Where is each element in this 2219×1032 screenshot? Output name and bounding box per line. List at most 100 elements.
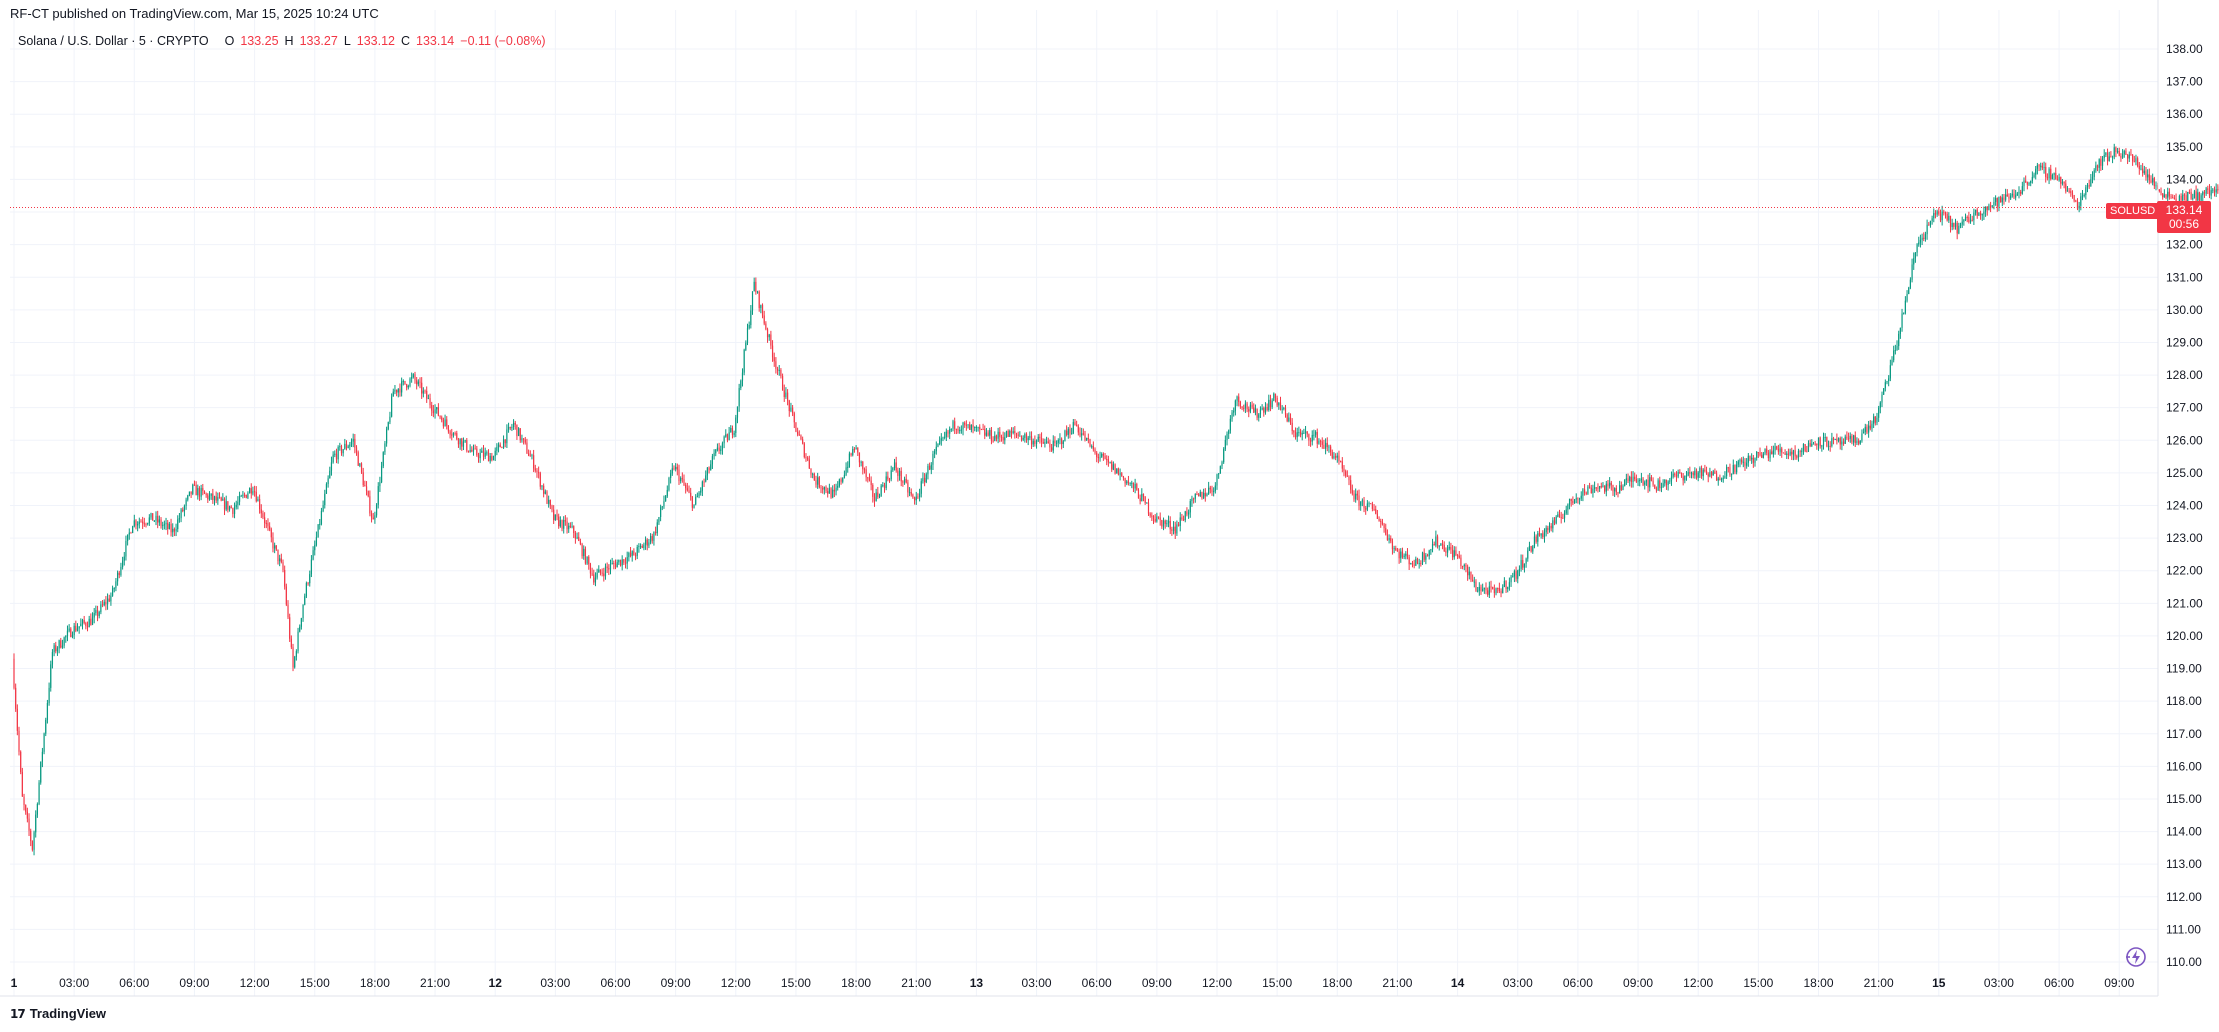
candle-body xyxy=(2108,156,2110,161)
symbol-name[interactable]: Solana / U.S. Dollar · 5 · CRYPTO xyxy=(18,34,209,48)
candle-body xyxy=(1477,590,1479,592)
candle-body xyxy=(1475,581,1477,591)
candle-body xyxy=(588,556,590,565)
candle-body xyxy=(1958,225,1960,234)
candle-body xyxy=(2203,192,2206,194)
candle-body xyxy=(1455,550,1457,556)
candle-body xyxy=(1527,550,1529,559)
candle-body xyxy=(1316,432,1318,444)
candle-body xyxy=(1622,485,1624,490)
price-axis[interactable]: 110.00 111.00 112.00 113.00 114.00 115.00 116.… xyxy=(2157,0,2203,996)
candle-body xyxy=(1358,495,1360,506)
candle-body xyxy=(1752,457,1754,463)
candle-body xyxy=(1097,457,1099,459)
candle-body xyxy=(185,499,187,506)
candle-body xyxy=(1024,434,1026,438)
candle-body xyxy=(1692,472,1694,476)
candle-body xyxy=(820,487,822,489)
replay-lightning-icon[interactable] xyxy=(2123,944,2149,970)
candle-body xyxy=(1966,216,1968,218)
candle-body xyxy=(523,438,525,440)
candle-body xyxy=(1492,586,1494,590)
candle-body xyxy=(2050,168,2052,180)
candle-body xyxy=(1411,563,1414,565)
candle-body xyxy=(853,449,856,451)
candle-body xyxy=(335,453,338,460)
candle-body xyxy=(1779,448,1781,452)
y-tick-label: 117.00 xyxy=(2166,727,2202,741)
candle-body xyxy=(2033,174,2035,177)
candle-body xyxy=(1035,440,1038,444)
candles xyxy=(13,143,2219,856)
candle-body xyxy=(962,422,964,430)
candle-body xyxy=(1700,468,1703,477)
candle-body xyxy=(599,569,602,573)
candle-body xyxy=(324,493,326,506)
open-label: O xyxy=(224,34,235,48)
candle-body xyxy=(985,432,988,436)
candle-body xyxy=(2123,151,2125,155)
candle-body xyxy=(935,446,937,452)
candle-body xyxy=(912,494,914,498)
candle-body xyxy=(210,493,212,496)
candle-body xyxy=(1164,520,1166,524)
tradingview-logo[interactable]: 𝟭𝟳 TradingView xyxy=(10,1006,106,1021)
candle-body xyxy=(596,572,598,578)
candle-body xyxy=(807,457,809,460)
candle-body xyxy=(1697,472,1699,478)
candle-body xyxy=(2006,194,2008,197)
candle-body xyxy=(237,501,239,505)
x-tick-label: 12 xyxy=(489,976,503,990)
candle-body xyxy=(1889,365,1891,379)
candle-body xyxy=(337,447,339,460)
candle-body xyxy=(1597,487,1599,489)
candle-body xyxy=(1229,418,1231,431)
candle-body xyxy=(716,447,719,450)
candle-body xyxy=(1159,517,1161,520)
candle-body xyxy=(2023,180,2025,187)
candle-body xyxy=(2008,196,2010,199)
candle-body xyxy=(1460,557,1462,567)
candle-body xyxy=(1939,213,1942,221)
candle-body xyxy=(728,432,730,441)
candle-body xyxy=(23,796,25,806)
candle-body xyxy=(377,486,379,505)
candle-body xyxy=(1266,407,1268,411)
candle-body xyxy=(1478,587,1480,591)
candle-body xyxy=(808,459,810,469)
candle-body xyxy=(2066,190,2069,192)
candle-body xyxy=(598,569,600,573)
candle-body xyxy=(1809,443,1811,446)
candle-body xyxy=(1836,438,1838,441)
candle-body xyxy=(783,390,785,397)
candle-body xyxy=(227,501,229,510)
candle-body xyxy=(544,491,546,494)
candle-body xyxy=(685,484,687,489)
candle-body xyxy=(1852,435,1855,443)
candle-body xyxy=(384,443,386,453)
candle-body xyxy=(2148,174,2150,181)
candle-body xyxy=(1931,218,1933,221)
candle-body xyxy=(382,452,384,467)
candle-body xyxy=(1664,479,1666,484)
candle-body xyxy=(1913,258,1915,265)
candle-body xyxy=(1884,382,1886,389)
candle-body xyxy=(2015,195,2017,198)
candle-body xyxy=(1109,462,1111,464)
candle-body xyxy=(429,398,431,406)
candle-body xyxy=(584,548,587,564)
candle-body xyxy=(1861,433,1863,441)
symbol-legend[interactable]: Solana / U.S. Dollar · 5 · CRYPTO O 133.2… xyxy=(18,34,546,48)
candle-body xyxy=(155,515,157,521)
time-axis[interactable]: 1 03:00 06:00 09:00 12:00 15:00 18:00 21:00 12 03… xyxy=(0,976,2158,997)
candle-body xyxy=(264,517,266,523)
candle-body xyxy=(1943,211,1945,213)
candle-body xyxy=(1841,441,1843,445)
candle-body xyxy=(1941,211,1943,221)
candle-body xyxy=(444,419,446,427)
candle-body xyxy=(1981,214,1983,216)
candle-body xyxy=(2120,156,2122,158)
candle-body xyxy=(1395,548,1397,551)
candle-body xyxy=(2150,180,2152,183)
